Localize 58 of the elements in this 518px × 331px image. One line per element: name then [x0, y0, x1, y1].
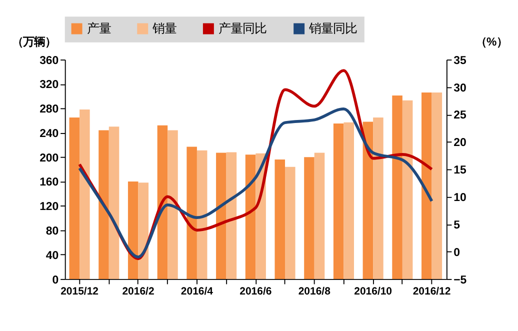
bar	[216, 152, 226, 279]
y2-tick-label: 10	[454, 192, 466, 204]
y-tick-label: 240	[40, 128, 59, 140]
y2-tick-label: 5	[454, 219, 461, 232]
line-series	[78, 107, 434, 258]
bar	[168, 130, 178, 279]
bar	[186, 146, 197, 279]
y-tick-label: 320	[40, 79, 59, 92]
legend-label: 销量	[152, 22, 177, 36]
x-tick-label: 2015/12	[60, 286, 99, 298]
bar	[304, 157, 314, 279]
y-tick-label: 120	[40, 201, 59, 214]
x-tick-label: 2016/8	[298, 286, 331, 298]
bar	[274, 160, 286, 279]
y2-tick-label: 15	[454, 164, 467, 177]
bar	[373, 117, 384, 279]
x-tick-label: 2016/10	[354, 286, 392, 298]
y-tick-label: 40	[46, 250, 59, 262]
y2-axis-title: （%）	[476, 36, 508, 49]
legend-label: 产量同比	[218, 22, 266, 36]
bar	[344, 122, 354, 279]
bar	[245, 154, 256, 279]
x-tick-label: 2016/12	[412, 286, 451, 298]
y-tick-label: 280	[40, 104, 59, 116]
legend-label: 销量同比	[308, 22, 358, 36]
bar	[108, 126, 120, 279]
bar	[314, 152, 325, 279]
y2-tick-label: 0	[454, 246, 460, 259]
bar	[285, 166, 296, 279]
y-tick-label: 360	[40, 54, 59, 67]
bar	[80, 110, 90, 279]
x-tick-label: 2016/6	[240, 286, 272, 298]
y2-tick-label: −5	[454, 274, 468, 286]
y2-tick-label: 25	[454, 110, 467, 122]
bar	[422, 92, 432, 279]
bar	[392, 96, 402, 279]
bar	[157, 125, 168, 279]
x-tick-label: 2016/2	[122, 286, 154, 298]
y-tick-label: 200	[40, 152, 59, 164]
y-tick-label: 80	[46, 226, 59, 238]
bar	[138, 182, 149, 279]
y-axis-title: （万辆）	[12, 36, 56, 49]
y2-tick-label: 35	[454, 54, 467, 67]
bar	[128, 181, 138, 279]
bar	[196, 150, 208, 279]
legend-label: 产量	[86, 22, 111, 36]
bar	[98, 130, 109, 279]
bar	[402, 100, 413, 279]
y2-tick-label: 30	[454, 82, 466, 94]
y-tick-label: 0	[52, 274, 59, 286]
bar	[69, 117, 80, 279]
y2-tick-label: 20	[454, 137, 466, 150]
bar	[226, 152, 237, 279]
bar	[432, 92, 442, 279]
x-tick-label: 2016/4	[180, 286, 214, 298]
y-tick-label: 160	[40, 176, 59, 189]
bar	[362, 122, 374, 279]
bar	[333, 124, 344, 279]
